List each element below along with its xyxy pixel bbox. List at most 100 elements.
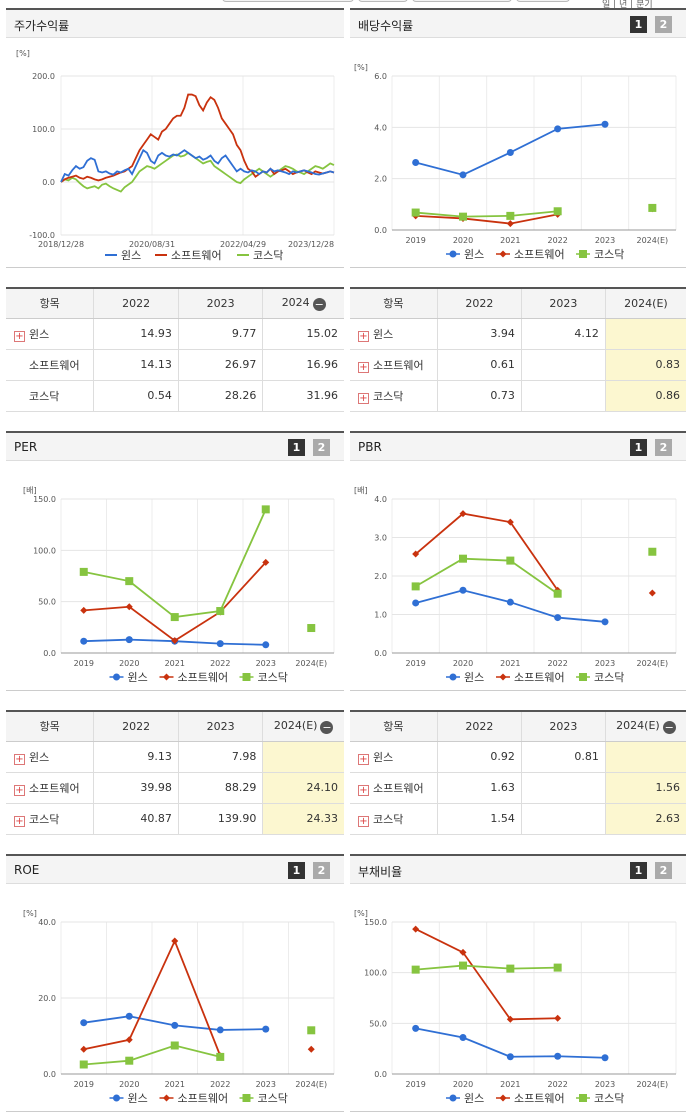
page-button-1[interactable]: 1	[288, 439, 305, 456]
expand-plus-icon[interactable]: +	[358, 753, 369, 765]
expand-plus-icon[interactable]: +	[358, 784, 369, 796]
value-cell	[520, 803, 606, 835]
value-cell: 88.29	[177, 772, 263, 804]
data-point	[506, 556, 515, 565]
top-tab-button[interactable]	[222, 0, 354, 2]
expand-plus-icon[interactable]: +	[14, 330, 25, 342]
table-header-cell: 2023	[177, 711, 263, 742]
expand-plus-icon[interactable]: +	[358, 361, 369, 373]
data-point	[553, 589, 562, 598]
header-label: 2024(E)	[273, 718, 318, 732]
page-button-2[interactable]: 2	[655, 862, 672, 879]
x-tick-label: 2019	[74, 659, 94, 668]
legend-marker	[449, 250, 457, 258]
table-header-cell: 항목	[350, 711, 438, 742]
legend-marker	[449, 1094, 457, 1102]
data-point	[125, 603, 133, 611]
data-point	[553, 207, 562, 216]
data-point	[262, 558, 270, 566]
expand-plus-icon[interactable]: +	[14, 753, 25, 765]
x-tick-label: 2023	[256, 659, 276, 668]
x-tick-label: 2024(E)	[295, 659, 327, 668]
top-tab-button[interactable]	[516, 0, 570, 2]
top-tab-button[interactable]	[358, 0, 408, 2]
y-tick-label: 150.0	[364, 918, 387, 927]
page-button-2[interactable]: 2	[655, 16, 672, 33]
expand-plus-icon[interactable]: +	[358, 392, 369, 404]
top-tab-button[interactable]	[412, 0, 512, 2]
row-label: 윈스	[29, 750, 50, 764]
row-name-cell: + 코스닥	[6, 803, 94, 835]
x-tick-label: 2021	[500, 659, 520, 668]
expand-plus-icon[interactable]: +	[14, 784, 25, 796]
x-tick-label: 2019	[405, 236, 425, 245]
period-selector[interactable]: 일 | 년 | 분기	[602, 0, 653, 10]
value-cell: 0.83	[604, 349, 686, 381]
y-tick-label: 2.0	[374, 175, 387, 184]
series-line-윈스	[60, 148, 335, 183]
series-코스닥	[411, 203, 657, 221]
y-unit-label: [배]	[23, 486, 37, 495]
y-tick-label: 0.0	[43, 1070, 56, 1079]
data-point	[459, 948, 467, 956]
row-label: 소프트웨어	[373, 781, 424, 795]
page-button-1[interactable]: 1	[288, 862, 305, 879]
data-point	[307, 1045, 315, 1053]
x-tick-label: 2023	[595, 236, 615, 245]
y-tick-label: 200.0	[32, 72, 55, 81]
table-header-cell: 2024(E) −	[604, 711, 686, 742]
data-point	[411, 208, 420, 217]
legend-label: 윈스	[464, 670, 484, 684]
x-tick-label: 2022	[547, 236, 567, 245]
header-label: 항목	[383, 720, 404, 734]
data-point	[125, 1056, 134, 1065]
expand-plus-icon[interactable]: +	[358, 330, 369, 342]
page-button-1[interactable]: 1	[630, 16, 647, 33]
header-label: 2023	[549, 719, 578, 733]
table-row: + 코스닥 0.73 0.86	[350, 380, 686, 412]
data-point	[216, 607, 225, 616]
row-name-cell: + 소프트웨어	[6, 772, 94, 804]
value-cell: 40.87	[93, 803, 179, 835]
data-point	[80, 1019, 88, 1027]
row-name-cell: + 코스닥	[350, 380, 438, 412]
row-label: 코스닥	[373, 812, 404, 826]
x-tick-label: 2020	[119, 1080, 139, 1089]
header-label: 2022	[122, 719, 151, 733]
data-point	[554, 1052, 562, 1060]
page-button-2[interactable]: 2	[655, 439, 672, 456]
x-tick-label: 2021	[500, 1080, 520, 1089]
data-point	[171, 637, 179, 645]
row-label: 코스닥	[29, 389, 60, 403]
page-button-2[interactable]: 2	[313, 862, 330, 879]
series-윈스	[412, 586, 609, 626]
page-button-2[interactable]: 2	[313, 439, 330, 456]
legend-marker	[579, 250, 587, 258]
series-line-코스닥	[60, 151, 335, 193]
legend-label: 소프트웨어	[514, 248, 565, 261]
collapse-icon[interactable]: −	[320, 720, 334, 734]
page-button-1[interactable]: 1	[630, 862, 647, 879]
x-tick-label: 2022	[210, 659, 230, 668]
y-unit-label: [%]	[23, 909, 37, 918]
table-header-cell: 2023	[177, 288, 263, 319]
expand-plus-icon[interactable]: +	[358, 815, 369, 827]
y-tick-label: 3.0	[374, 534, 387, 543]
row-label: 윈스	[373, 750, 394, 764]
value-cell: 16.96	[262, 349, 344, 381]
x-tick-label: 2022/04/29	[220, 240, 266, 249]
panel-title: PBR	[358, 440, 382, 454]
table-header-row: 항목 2022 2023 2024(E) −	[350, 711, 686, 742]
data-point	[601, 618, 609, 626]
roe-chart: [%] 0.0 20.0 40.0 2019 2020 2021 2022 2023 2024(E…	[23, 909, 335, 1105]
data-point	[80, 637, 88, 645]
y-tick-label: 4.0	[374, 495, 387, 504]
x-tick-label: 2022	[547, 659, 567, 668]
collapse-icon[interactable]: −	[312, 297, 326, 311]
collapse-icon[interactable]: −	[662, 720, 676, 734]
data-point	[412, 925, 420, 933]
top-strip: 일 | 년 | 분기	[0, 0, 691, 10]
page-button-1[interactable]: 1	[630, 439, 647, 456]
expand-plus-icon[interactable]: +	[14, 815, 25, 827]
data-point	[171, 937, 179, 945]
